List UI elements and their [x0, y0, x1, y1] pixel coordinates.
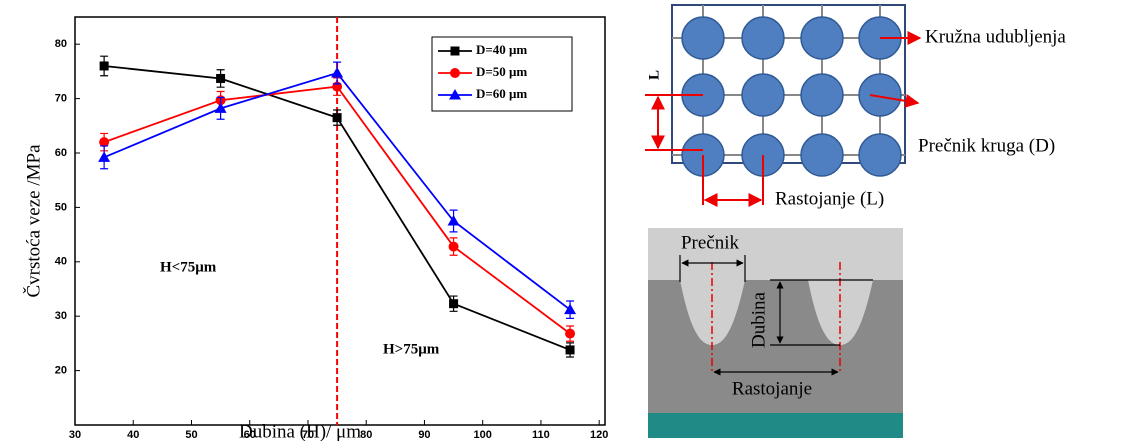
marker [332, 113, 342, 123]
annotation: H>75μm [383, 341, 440, 357]
chart: 30 40 50 60 70 80 90 100 110 12020304050607080Dub… [22, 16, 608, 441]
y-tick-label: 60 [55, 147, 67, 159]
marker [565, 328, 576, 339]
label: Kružna udubljenja [925, 26, 1066, 47]
x-tick-label: 60 [244, 429, 256, 441]
x-axis-label: Dubina (H)/ μm [239, 421, 361, 441]
section: Prečnik Dubina Rastojanje [648, 228, 903, 438]
marker [449, 299, 459, 309]
x-tick-label: 100 [474, 429, 492, 441]
marker [564, 303, 577, 315]
dimple-grid: L Kružna udubljenja Prečnik kruga (D) Ra… [645, 4, 1066, 209]
annotation: H<75μm [160, 259, 217, 275]
marker [331, 67, 344, 78]
plot-frame [74, 16, 606, 426]
marker [450, 46, 460, 56]
label: Prečnik kruga (D) [918, 135, 1055, 156]
y-tick-label: 40 [55, 256, 67, 268]
legend-label: D=60 μm [476, 86, 527, 101]
legend-label: D=50 μm [476, 64, 527, 79]
x-tick-label: 50 [185, 429, 197, 441]
x-tick-label: 30 [69, 429, 81, 441]
marker [99, 61, 109, 71]
y-tick-label: 80 [55, 38, 67, 50]
label: Dubina [748, 291, 769, 348]
x-tick-label: 90 [418, 429, 430, 441]
x-tick-label: 80 [360, 429, 372, 441]
label: Rastojanje [732, 378, 812, 399]
marker [449, 89, 461, 100]
marker [214, 102, 227, 113]
side-label: L [646, 70, 662, 80]
y-tick-label: 50 [55, 201, 67, 213]
y-axis-label: Čvrstoća veze /MPa [22, 144, 44, 298]
x-tick-label: 120 [590, 429, 608, 441]
legend-label: D=40 μm [476, 42, 527, 57]
marker [98, 151, 111, 162]
marker [216, 73, 226, 83]
marker [99, 137, 110, 148]
y-tick-label: 30 [55, 310, 67, 322]
x-tick-label: 70 [302, 429, 314, 441]
y-tick-label: 20 [55, 365, 67, 377]
marker [450, 68, 460, 78]
label: Prečnik [681, 232, 740, 253]
label: Rastojanje (L) [775, 188, 884, 209]
marker [448, 241, 459, 252]
x-tick-label: 110 [532, 429, 550, 441]
marker [565, 345, 575, 355]
marker [447, 215, 460, 226]
x-tick-label: 40 [127, 429, 139, 441]
y-tick-label: 70 [55, 93, 67, 105]
